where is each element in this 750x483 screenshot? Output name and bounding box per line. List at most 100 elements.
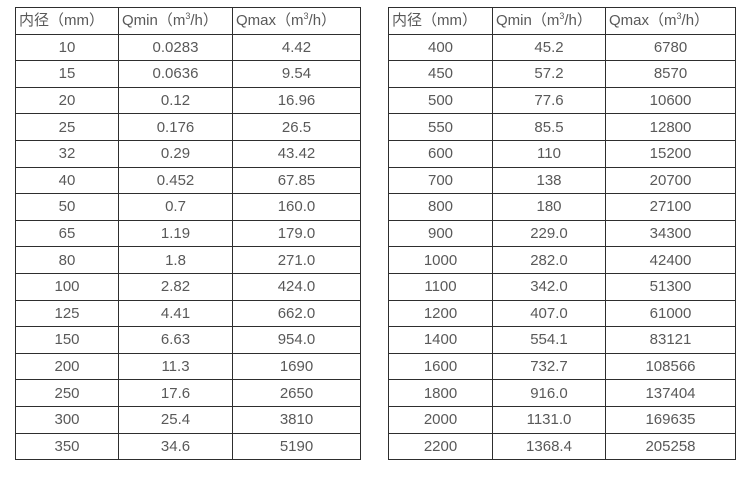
table-cell: 250 — [15, 379, 119, 407]
table-cell: 0.176 — [118, 113, 233, 141]
table-cell: 67.85 — [232, 166, 361, 195]
table-cell: 179.0 — [232, 219, 361, 248]
table-cell: 2200 — [388, 432, 493, 461]
table-cell: 1400 — [388, 326, 493, 354]
header-qmax: Qmax（m3/h） — [605, 7, 736, 35]
table-row: 800 180 27100 — [388, 193, 736, 221]
table-cell: 83121 — [605, 326, 736, 354]
table-cell: 85.5 — [492, 113, 606, 141]
header-qmin: Qmin（m3/h） — [492, 7, 606, 35]
table-row: 250 17.6 2650 — [15, 379, 361, 407]
table-cell: 0.7 — [118, 193, 233, 221]
superscript-3: 3 — [559, 11, 565, 22]
table-cell: 0.12 — [118, 86, 233, 115]
table-cell: 554.1 — [492, 326, 606, 354]
table-cell: 400 — [388, 33, 493, 62]
table-row: 600 110 15200 — [388, 139, 736, 168]
table-cell: 1000 — [388, 246, 493, 274]
table-cell: 900 — [388, 219, 493, 248]
table-cell: 20 — [15, 86, 119, 115]
table-cell: 2.82 — [118, 272, 233, 301]
table-cell: 77.6 — [492, 86, 606, 115]
table-row: 40 0.452 67.85 — [15, 166, 361, 195]
header-qmax-text: Qmax（m — [609, 12, 677, 30]
table-cell: 180 — [492, 193, 606, 221]
table-cell: 110 — [492, 139, 606, 168]
table-cell: 916.0 — [492, 379, 606, 407]
table-cell: 26.5 — [232, 113, 361, 141]
table-cell: 424.0 — [232, 272, 361, 301]
table-body: 400 45.2 6780 450 57.2 8570 500 77.6 10600 550 85.… — [388, 33, 736, 461]
table-cell: 57.2 — [492, 60, 606, 88]
table-row: 80 1.8 271.0 — [15, 246, 361, 274]
table-cell: 342.0 — [492, 272, 606, 301]
table-cell: 4.42 — [232, 33, 361, 62]
table-cell: 108566 — [605, 352, 736, 381]
table-cell: 732.7 — [492, 352, 606, 381]
superscript-3: 3 — [676, 11, 682, 22]
table-cell: 6780 — [605, 33, 736, 62]
table-cell: 1368.4 — [492, 432, 606, 461]
superscript-3: 3 — [185, 11, 191, 22]
table-row: 2200 1368.4 205258 — [388, 432, 736, 461]
table-cell: 600 — [388, 139, 493, 168]
table-row: 15 0.0636 9.54 — [15, 60, 361, 88]
header-qmax-text: Qmax（m — [236, 12, 304, 30]
table-cell: 8570 — [605, 60, 736, 88]
table-row: 700 138 20700 — [388, 166, 736, 195]
table-cell: 271.0 — [232, 246, 361, 274]
header-qmin-text: Qmin（m — [496, 12, 560, 30]
table-cell: 550 — [388, 113, 493, 141]
table-cell: 34.6 — [118, 432, 233, 461]
table-row: 20 0.12 16.96 — [15, 86, 361, 115]
table-body: 10 0.0283 4.42 15 0.0636 9.54 20 0.12 16.96 25 0.1… — [15, 33, 361, 461]
table-cell: 137404 — [605, 379, 736, 407]
table-cell: 4.41 — [118, 299, 233, 328]
table-cell: 1100 — [388, 272, 493, 301]
table-cell: 1600 — [388, 352, 493, 381]
table-cell: 61000 — [605, 299, 736, 328]
table-cell: 0.452 — [118, 166, 233, 195]
table-row: 350 34.6 5190 — [15, 432, 361, 461]
table-cell: 25.4 — [118, 405, 233, 434]
table-cell: 282.0 — [492, 246, 606, 274]
table-cell: 11.3 — [118, 352, 233, 381]
table-cell: 662.0 — [232, 299, 361, 328]
table-row: 25 0.176 26.5 — [15, 113, 361, 141]
table-cell: 5190 — [232, 432, 361, 461]
table-cell: 500 — [388, 86, 493, 115]
table-cell: 2000 — [388, 405, 493, 434]
table-cell: 17.6 — [118, 379, 233, 407]
table-row: 150 6.63 954.0 — [15, 326, 361, 354]
header-inner-diameter: 内径（mm） — [15, 7, 119, 35]
table-cell: 800 — [388, 193, 493, 221]
table-cell: 16.96 — [232, 86, 361, 115]
table-row: 10 0.0283 4.42 — [15, 33, 361, 62]
header-qmax-unit: /h） — [681, 12, 710, 30]
table-cell: 15 — [15, 60, 119, 88]
header-inner-diameter: 内径（mm） — [388, 7, 493, 35]
flow-table-large-diameters: 内径（mm） Qmin（m3/h） Qmax（m3/h） 400 45.2 6780… — [388, 7, 736, 461]
table-cell: 1.8 — [118, 246, 233, 274]
table-cell: 407.0 — [492, 299, 606, 328]
table-cell: 9.54 — [232, 60, 361, 88]
table-cell: 0.0283 — [118, 33, 233, 62]
header-qmin-text: Qmin（m — [122, 12, 186, 30]
table-cell: 700 — [388, 166, 493, 195]
table-cell: 169635 — [605, 405, 736, 434]
table-cell: 34300 — [605, 219, 736, 248]
table-row: 900 229.0 34300 — [388, 219, 736, 248]
table-cell: 1131.0 — [492, 405, 606, 434]
table-cell: 32 — [15, 139, 119, 168]
header-qmin-unit: /h） — [190, 12, 218, 30]
table-cell: 2650 — [232, 379, 361, 407]
table-cell: 200 — [15, 352, 119, 381]
table-row: 65 1.19 179.0 — [15, 219, 361, 248]
table-row: 1600 732.7 108566 — [388, 352, 736, 381]
table-row: 1100 342.0 51300 — [388, 272, 736, 301]
table-row: 400 45.2 6780 — [388, 33, 736, 62]
table-cell: 12800 — [605, 113, 736, 141]
table-cell: 6.63 — [118, 326, 233, 354]
table-cell: 300 — [15, 405, 119, 434]
